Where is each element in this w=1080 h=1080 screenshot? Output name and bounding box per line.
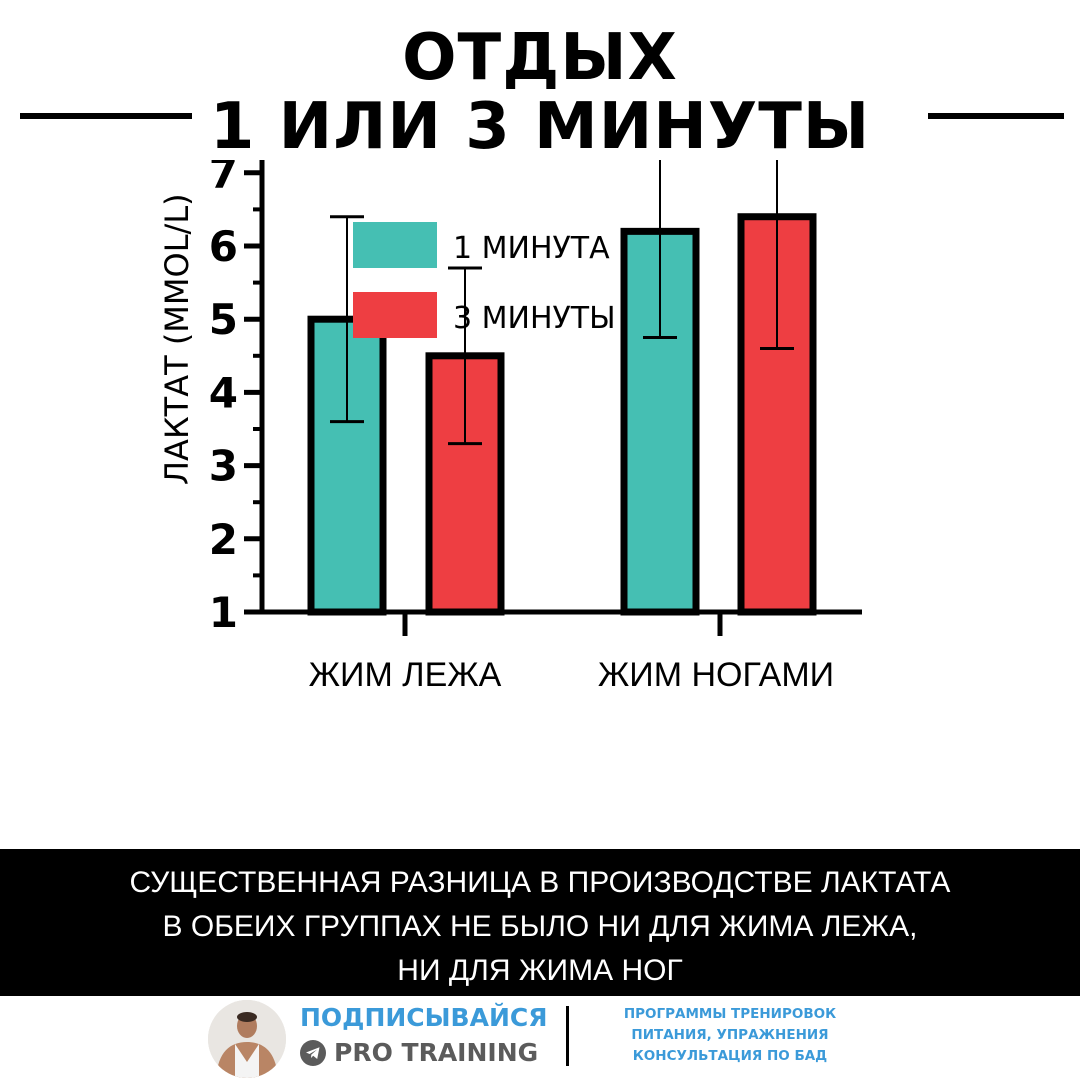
banner-line-2: В ОБЕИХ ГРУППАХ НЕ БЫЛО НИ ДЛЯ ЖИМА ЛЕЖА… [162,910,918,943]
legend-label: 1 МИНУТА [453,231,610,266]
legend-label: 3 МИНУТЫ [453,301,616,336]
y-axis-label: ЛАКТАТ (MMOL/L) [158,193,196,485]
banner-line-1: СУЩЕСТВЕННАЯ РАЗНИЦА В ПРОИЗВОДСТВЕ ЛАКТ… [129,866,951,899]
title-rule-right [928,113,1064,119]
services-line-3: КОНСУЛЬТАЦИЯ ПО БАД [632,1048,828,1064]
legend-swatch [353,292,437,338]
title-line-1: ОТДЫХ [402,21,678,95]
x-category-label: ЖИМ НОГАМИ [598,656,834,694]
y-tick-label: 3 [209,442,238,491]
y-tick-label: 4 [209,368,238,417]
banner-line-3: НИ ДЛЯ ЖИМА НОГ [397,954,683,987]
avatar [208,1000,286,1078]
y-tick-label: 1 [209,588,238,637]
y-tick-label: 5 [209,295,238,344]
legend-swatch [353,222,437,268]
telegram-icon [300,1039,326,1066]
title-line-2: 1 ИЛИ 3 МИНУТЫ [209,90,871,164]
bar-one-minute [620,227,700,616]
services-line-2: ПИТАНИЯ, УПРАЖНЕНИЯ [631,1027,829,1043]
services-text: ПРОГРАММЫ ТРЕНИРОВОК ПИТАНИЯ, УПРАЖНЕНИЯ… [590,1004,870,1067]
lactate-bar-chart: 123456789ЛАКТАТ (MMOL/L)ЖИМ ЛЕЖА******ЖИ… [158,160,862,694]
y-tick-label: 7 [209,160,238,198]
subscribe-label[interactable]: ПОДПИСЫВАЙСЯ [300,1003,548,1032]
y-tick-label: 6 [209,222,238,271]
footer-divider [566,1006,569,1066]
title-rule-left [20,113,192,119]
athlete-avatar-icon [208,1000,286,1078]
conclusion-banner: СУЩЕСТВЕННАЯ РАЗНИЦА В ПРОИЗВОДСТВЕ ЛАКТ… [0,849,1080,996]
y-tick-label: 2 [209,515,238,564]
channel-name: PRO TRAINING [334,1038,539,1067]
channel-link[interactable]: PRO TRAINING [300,1038,538,1067]
x-category-label: ЖИМ ЛЕЖА [309,656,502,694]
services-line-1: ПРОГРАММЫ ТРЕНИРОВОК [623,1006,837,1022]
